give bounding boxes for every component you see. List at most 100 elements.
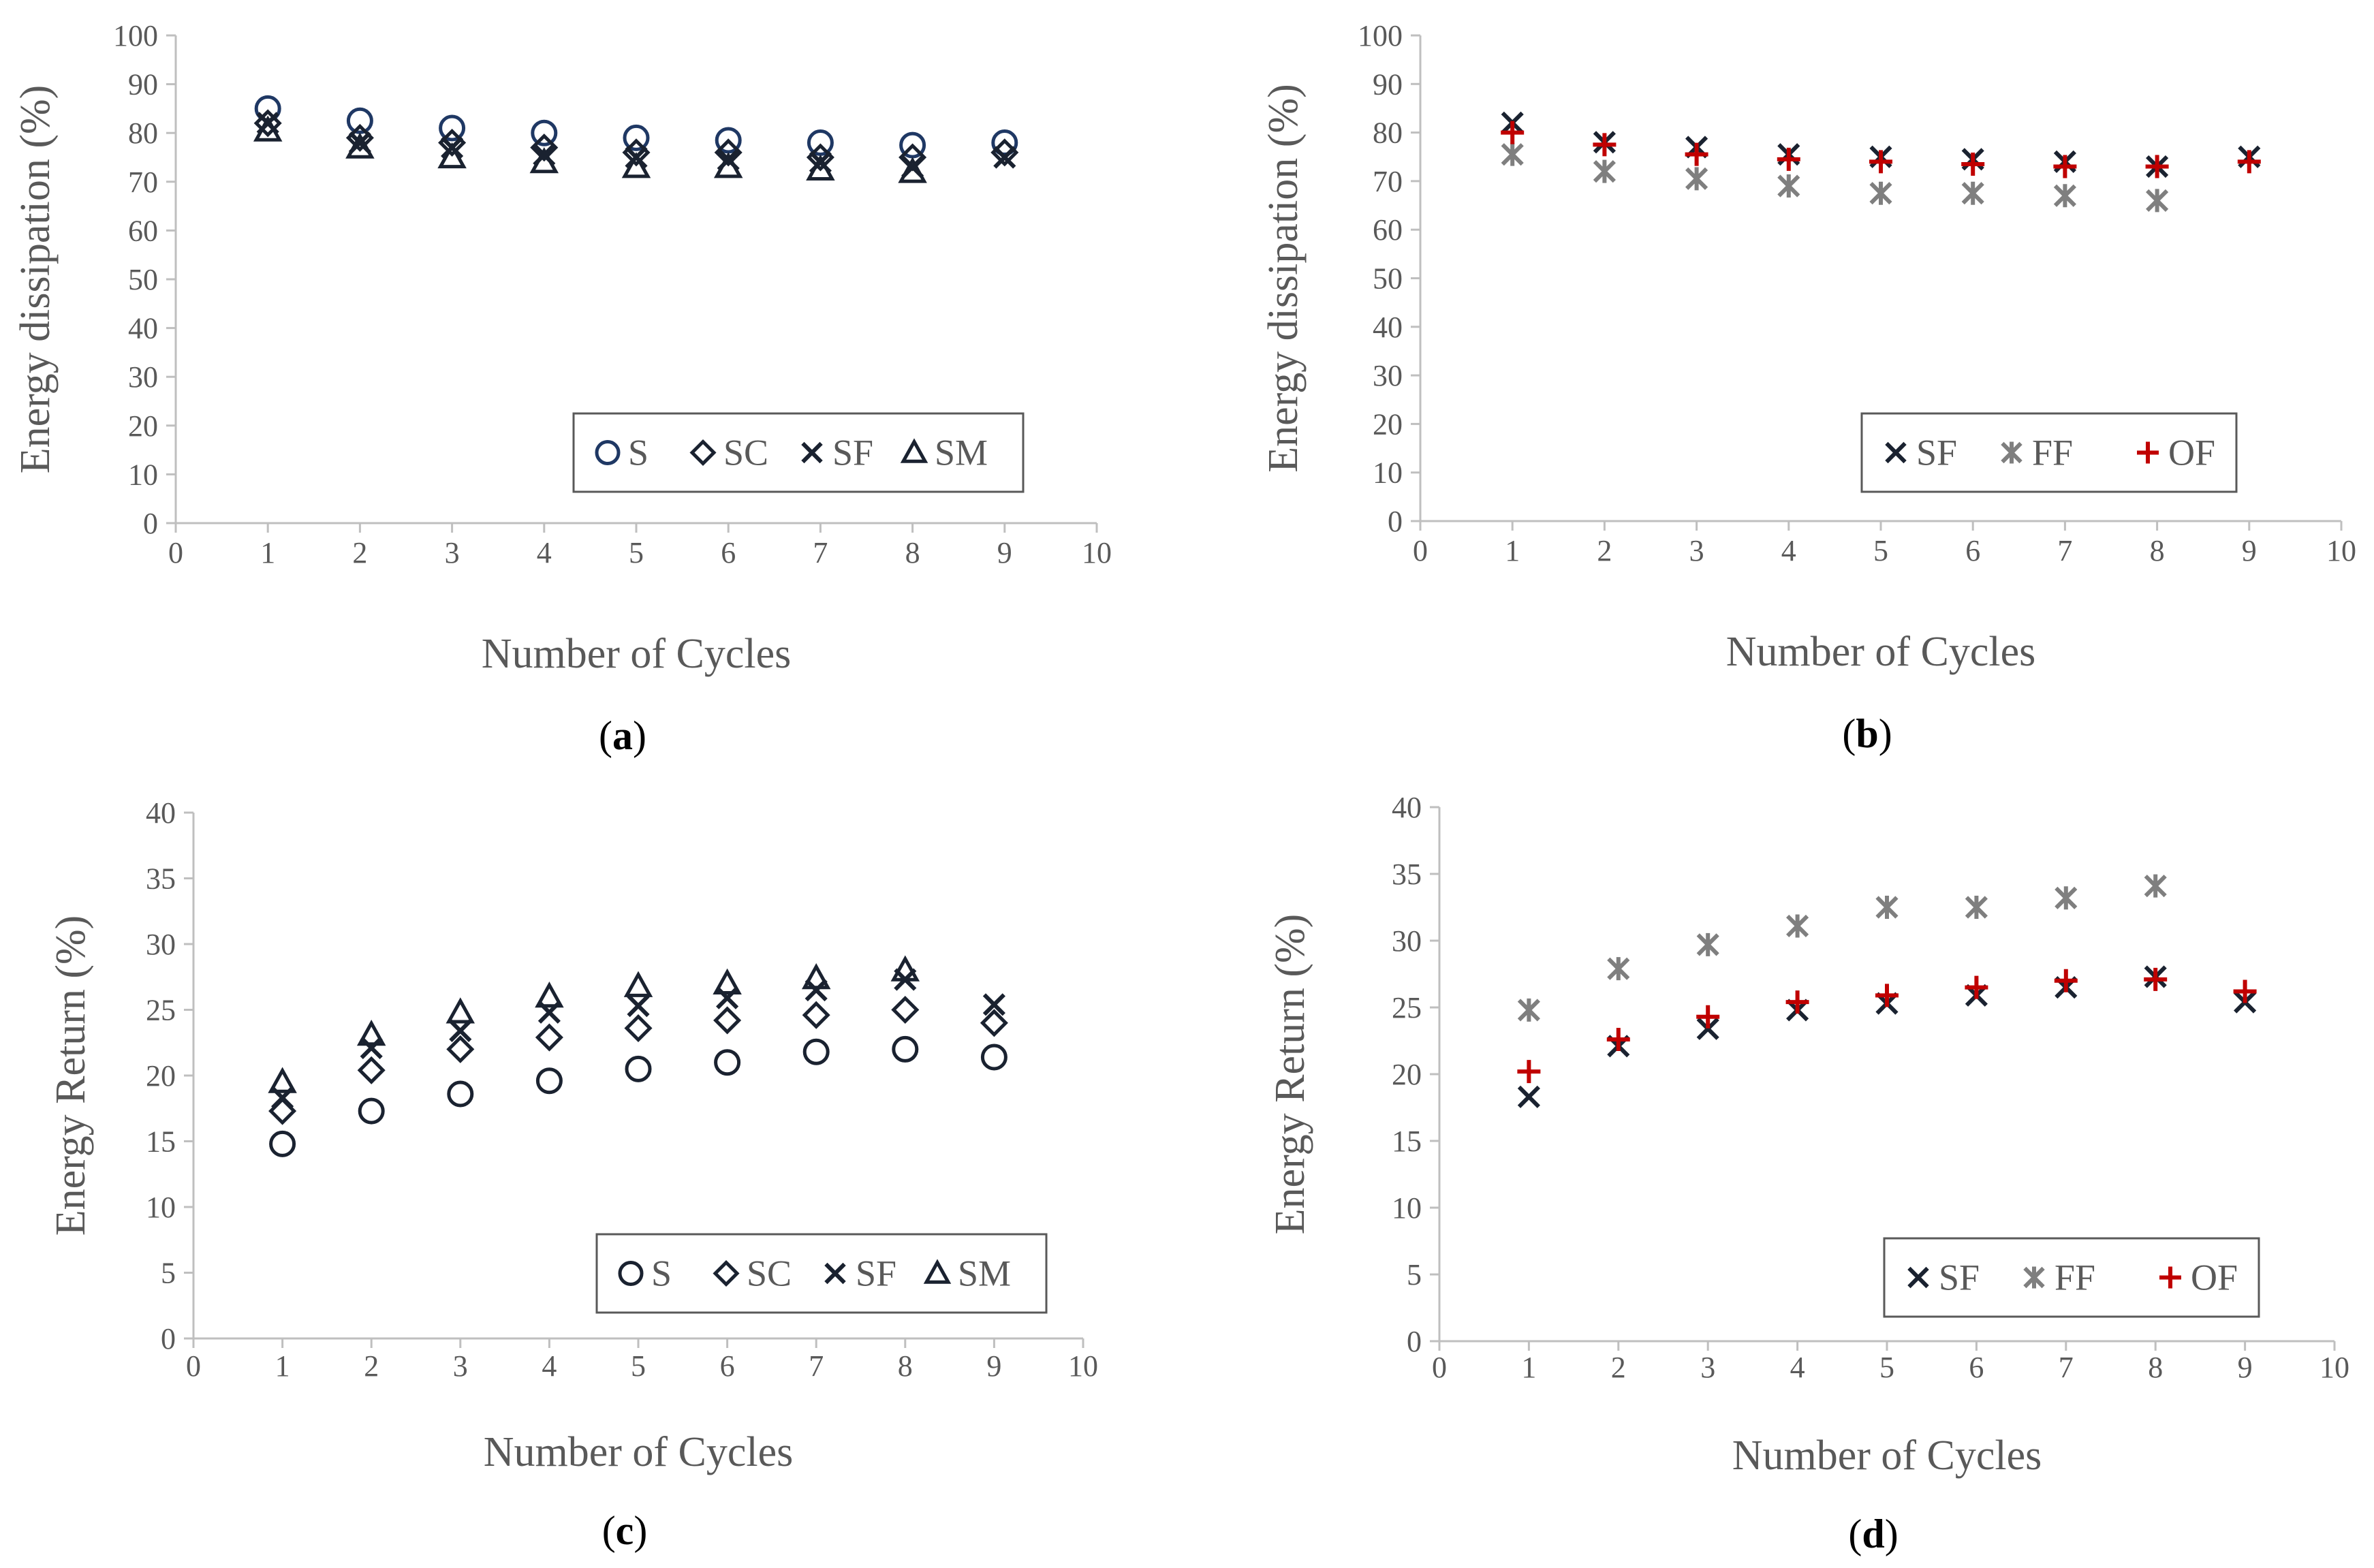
x-tick-label: 7 — [809, 1349, 824, 1383]
data-point — [253, 109, 282, 138]
x-tick-label: 8 — [905, 536, 920, 569]
y-tick-label: 20 — [1392, 1058, 1422, 1091]
y-tick-label: 30 — [146, 928, 176, 961]
data-point — [535, 1067, 563, 1095]
x-tick-label: 6 — [720, 1349, 735, 1383]
x-tick-label: 9 — [2242, 534, 2257, 567]
x-tick-label: 5 — [1879, 1351, 1894, 1384]
data-point — [1593, 159, 1616, 183]
legend-box — [595, 1233, 1048, 1314]
y-tick-label: 70 — [1373, 165, 1403, 198]
legend-label: OF — [2191, 1257, 2238, 1298]
x-tick-label: 5 — [629, 536, 644, 569]
data-point — [1777, 174, 1800, 198]
x-tick-label: 2 — [1611, 1351, 1626, 1384]
x-tick-label: 4 — [1790, 1351, 1805, 1384]
data-point — [529, 147, 559, 174]
legend-marker-plus — [2159, 1266, 2181, 1289]
y-tick-label: 90 — [128, 68, 158, 101]
data-point — [360, 1036, 383, 1060]
legend-label: SC — [723, 433, 768, 473]
y-tick-label: 5 — [1407, 1258, 1422, 1291]
legend-marker-x — [1907, 1266, 1929, 1289]
caption: (d) — [1848, 1511, 1898, 1556]
series-ff — [1501, 142, 2169, 213]
data-point — [269, 1130, 296, 1157]
data-point — [1607, 957, 1630, 981]
data-point — [714, 138, 743, 167]
y-tick-label: 20 — [128, 409, 158, 443]
x-tick-label: 3 — [1700, 1351, 1715, 1384]
y-tick-label: 10 — [1373, 456, 1403, 490]
x-tick-label: 7 — [813, 536, 828, 569]
data-point — [1869, 150, 1892, 174]
data-point — [1606, 1028, 1630, 1052]
legend-label: FF — [2032, 433, 2073, 473]
y-tick-label: 10 — [1392, 1191, 1422, 1225]
x-tick-label: 7 — [2059, 1351, 2074, 1384]
data-point — [991, 129, 1018, 157]
legend-marker-asterisk — [2001, 441, 2022, 464]
data-point — [437, 142, 467, 169]
y-tick-label: 35 — [146, 862, 176, 896]
x-tick-label: 9 — [2238, 1351, 2253, 1384]
chart-b: 0 1 2 3 4 5 6 7 8 9 100102030405060708090100Number… — [1260, 19, 2356, 756]
data-point — [890, 955, 920, 982]
data-point — [805, 978, 828, 1002]
x-tick-label: 9 — [997, 536, 1012, 569]
x-tick-label: 2 — [352, 536, 367, 569]
data-point — [898, 157, 927, 183]
y-tick-label: 35 — [1392, 858, 1422, 891]
data-point — [713, 1006, 742, 1035]
data-point — [891, 995, 920, 1024]
data-point — [2233, 979, 2257, 1003]
data-point — [715, 127, 742, 154]
data-point — [1785, 990, 1809, 1014]
data-point — [713, 152, 743, 178]
data-point — [356, 1020, 386, 1046]
data-point — [1696, 1017, 1719, 1040]
series-s — [254, 95, 1018, 159]
chart-c: 0 1 2 3 4 5 6 7 8 9 10 0 5 10 15 20 25 30 35 40 Number of Cy… — [48, 796, 1098, 1553]
legend-label: SC — [747, 1253, 792, 1294]
legend-marker-plus — [2137, 441, 2159, 464]
y-axis-title: Energy Return (%) — [48, 915, 94, 1236]
series-ff — [1517, 874, 2167, 1022]
x-tick-label: 4 — [542, 1349, 557, 1383]
data-point — [802, 1001, 830, 1029]
series-of — [1501, 121, 2261, 178]
y-tick-label: 60 — [1373, 213, 1403, 247]
y-tick-label: 100 — [113, 19, 158, 52]
data-point — [1685, 142, 1708, 166]
data-point — [345, 132, 375, 159]
legend: S SC SF SM — [595, 1233, 1048, 1314]
legend-label: SM — [958, 1253, 1011, 1294]
data-point — [2055, 886, 2078, 910]
series-of — [1517, 967, 2257, 1084]
x-axis-title: Number of Cycles — [1726, 629, 2036, 675]
data-point — [1786, 914, 1809, 938]
data-point — [1696, 1005, 1720, 1029]
data-point — [1501, 142, 1524, 166]
data-point — [982, 993, 1005, 1016]
x-tick-label: 6 — [721, 536, 736, 569]
y-tick-label: 0 — [1388, 505, 1403, 538]
data-point — [713, 968, 742, 994]
x-tick-label: 1 — [1521, 1351, 1536, 1384]
data-point — [1685, 167, 1708, 191]
x-tick-label: 0 — [186, 1349, 201, 1383]
legend-marker-triangle — [923, 1259, 952, 1284]
x-tick-label: 1 — [260, 536, 275, 569]
data-point — [358, 1097, 385, 1125]
data-point — [346, 107, 373, 134]
data-point — [621, 152, 651, 178]
data-point — [1875, 984, 1899, 1007]
legend-label: S — [628, 433, 649, 473]
x-tick-label: 5 — [1873, 534, 1888, 567]
data-point — [1593, 133, 1616, 157]
data-point — [802, 1038, 830, 1065]
legend-label: FF — [2055, 1257, 2095, 1298]
y-tick-label: 100 — [1358, 19, 1403, 52]
data-point — [2054, 969, 2078, 992]
